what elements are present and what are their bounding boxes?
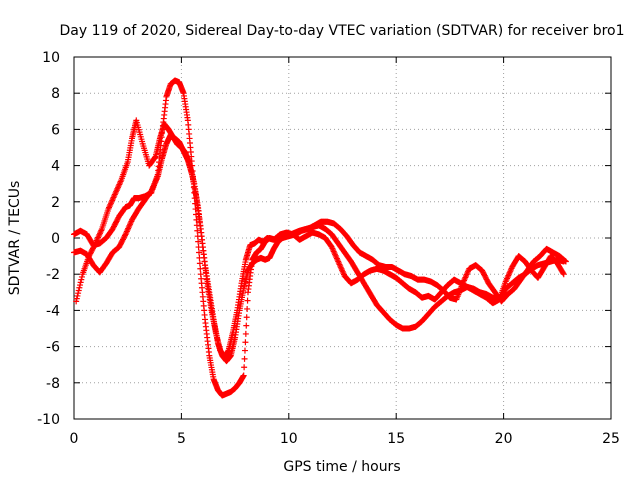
data-point [78, 273, 85, 280]
x-tick-label: 0 [70, 431, 79, 447]
x-tick-label: 5 [177, 431, 186, 447]
y-tick-label: -2 [46, 267, 60, 283]
data-point [242, 330, 249, 337]
grid [74, 57, 611, 419]
data-point [73, 295, 80, 302]
y-tick-label: 2 [51, 195, 60, 211]
data-point [560, 270, 567, 277]
data-point [77, 282, 84, 289]
data-point [91, 241, 98, 248]
y-tick-label: 10 [42, 50, 60, 66]
data-point [243, 314, 250, 321]
y-tick-label: 8 [51, 86, 60, 102]
data-point [240, 372, 247, 379]
x-axis-label: GPS time / hours [283, 459, 400, 475]
data-point [244, 305, 251, 312]
data-point [244, 297, 251, 304]
x-tick-label: 25 [602, 431, 620, 447]
y-tick-label: -6 [46, 340, 60, 356]
data-point [193, 216, 200, 223]
data-point [562, 258, 569, 265]
y-tick-label: 0 [51, 231, 60, 247]
y-tick-label: -4 [46, 303, 60, 319]
data-point [151, 154, 158, 161]
data-point [77, 279, 84, 286]
series-track-a [71, 131, 567, 365]
data-point [73, 298, 80, 305]
data-point [197, 265, 204, 272]
y-tick-label: 4 [51, 159, 60, 175]
y-tick-label: -10 [37, 412, 60, 428]
data-point [75, 290, 82, 297]
y-tick-label: 6 [51, 122, 60, 138]
data-points [71, 77, 569, 399]
data-point [121, 232, 128, 239]
x-tick-label: 10 [280, 431, 298, 447]
data-point [196, 249, 203, 256]
data-point [560, 271, 567, 278]
data-point [243, 322, 250, 329]
data-point [76, 284, 83, 291]
x-tick-label: 15 [387, 431, 405, 447]
ticks: 0 5 10 15 20 25 -10 -8 -6 -4 -2 0 2 4 6 8 10 [37, 50, 620, 447]
data-point [78, 276, 85, 283]
data-point [241, 347, 248, 354]
series-track-c [73, 117, 567, 361]
x-tick-label: 20 [495, 431, 513, 447]
data-point [75, 287, 82, 294]
data-point [195, 238, 202, 245]
data-point [241, 355, 248, 362]
data-point [74, 292, 81, 299]
y-axis-label: SDTVAR / TECUs [7, 181, 23, 296]
chart-title: Day 119 of 2020, Sidereal Day-to-day VTE… [59, 23, 624, 39]
data-point [241, 364, 248, 371]
data-point [242, 339, 249, 346]
series-track-b [71, 77, 569, 399]
data-point [194, 227, 201, 234]
data-point [196, 260, 203, 267]
y-tick-label: -8 [46, 376, 60, 392]
